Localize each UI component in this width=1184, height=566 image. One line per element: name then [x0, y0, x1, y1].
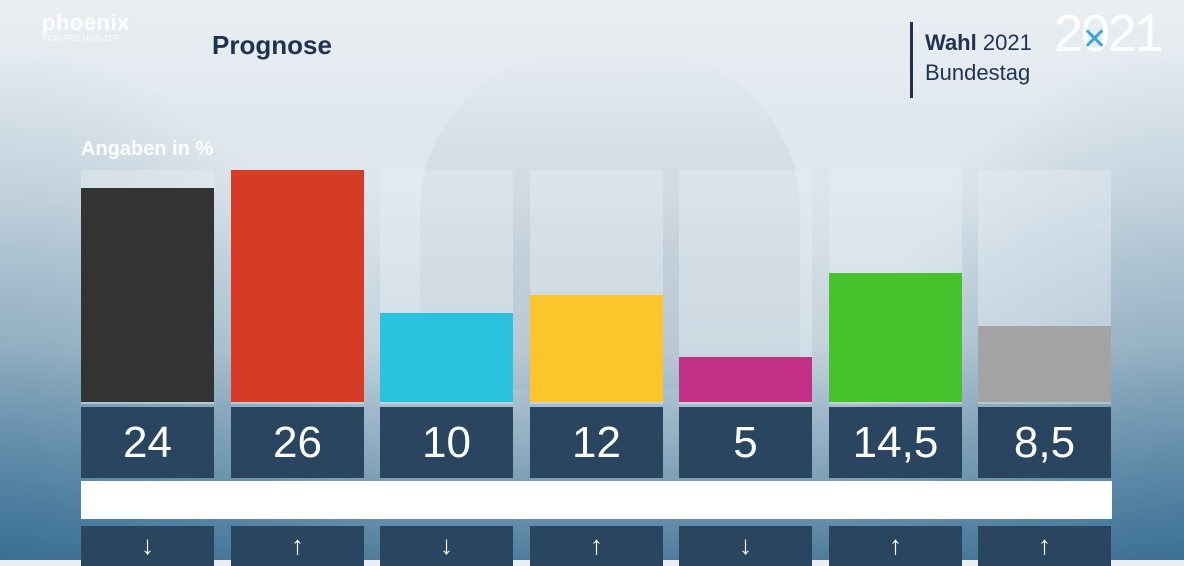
bar-linke [679, 357, 812, 402]
bar-grüne [829, 273, 962, 402]
election-line1: Wahl 2021 [925, 30, 1032, 56]
value-label-fdp: 12 [530, 407, 663, 478]
value-label-grüne: 14,5 [829, 407, 962, 478]
trend-up-arrow-icon-fdp: ↑ [530, 526, 663, 566]
cross-mark-icon: ✕ [1082, 23, 1108, 56]
trend-down-arrow-icon-cdu-csu: ↓ [81, 526, 214, 566]
value-label-afd: 10 [380, 407, 513, 478]
election-info: Wahl 2021 Bundestag [910, 22, 1032, 98]
phoenix-logo: phoenix VON ARD UND ZDF [42, 10, 130, 43]
value-label-linke: 5 [679, 407, 812, 478]
election-body: Bundestag [925, 60, 1031, 85]
trend-up-arrow-icon-spd: ↑ [231, 526, 364, 566]
election-word: Wahl [925, 30, 977, 55]
logo-main-text: phoenix [42, 10, 130, 35]
chart-title: Prognose [212, 30, 332, 60]
value-label-spd: 26 [231, 407, 364, 478]
trend-down-arrow-icon-afd: ↓ [380, 526, 513, 566]
bar-spd [231, 170, 364, 402]
trend-up-arrow-icon-andere: ↑ [978, 526, 1111, 566]
unit-label: Angaben in % [81, 138, 214, 160]
bar-afd [380, 313, 513, 402]
value-label-andere: 8,5 [978, 407, 1111, 478]
bar-fdp [530, 295, 663, 402]
year-badge-logo: 2021 [1054, 5, 1164, 63]
value-label-cdu-csu: 24 [81, 407, 214, 478]
bar-andere [978, 326, 1111, 402]
party-label-strip [81, 481, 1112, 519]
election-year: 2021 [982, 30, 1032, 55]
logo-sub-text: VON ARD UND ZDF [42, 34, 120, 43]
bar-cdu-csu [81, 188, 214, 402]
trend-down-arrow-icon-linke: ↓ [679, 526, 812, 566]
trend-up-arrow-icon-grüne: ↑ [829, 526, 962, 566]
